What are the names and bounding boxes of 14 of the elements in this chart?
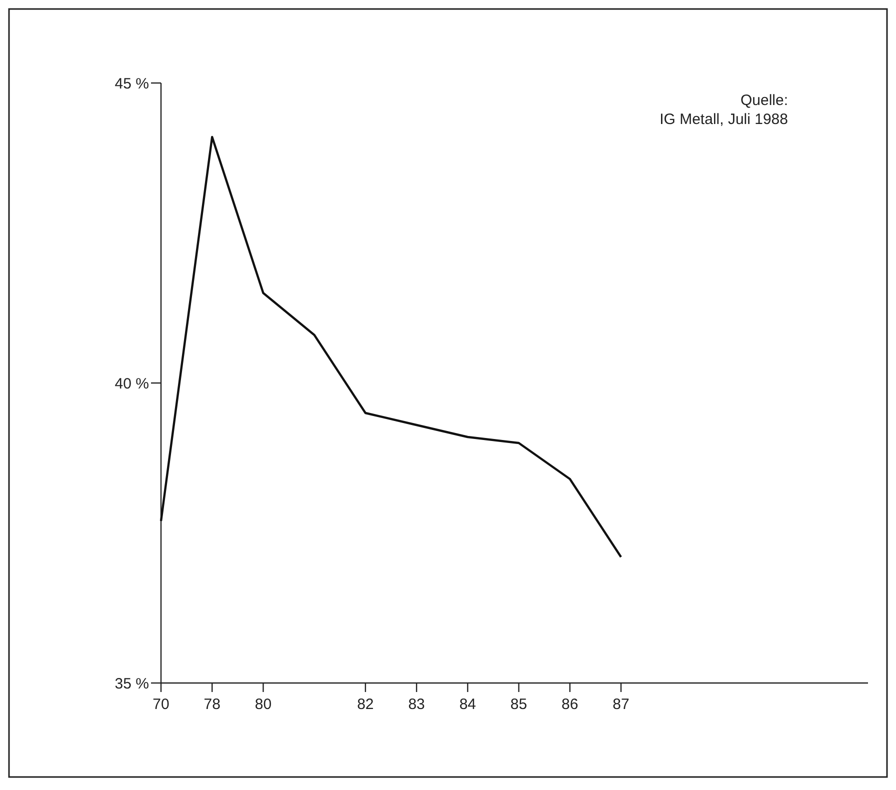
x-tick-label: 78 <box>204 696 220 713</box>
source-note: Quelle: IG Metall, Juli 1988 <box>660 92 788 128</box>
x-tick-label: 87 <box>612 696 630 713</box>
y-tick-label: 35 % <box>114 675 149 692</box>
y-tick-label: 40 % <box>114 375 149 392</box>
x-tick-label: 85 <box>510 696 528 713</box>
y-tick-label: 45 % <box>114 75 149 92</box>
x-tick-label: 84 <box>459 696 476 713</box>
x-tick-label: 83 <box>408 696 425 713</box>
line-series <box>160 136 622 558</box>
x-tick-label: 82 <box>357 696 374 713</box>
x-tick-label: 80 <box>254 696 272 713</box>
x-tick-label: 70 <box>152 696 170 713</box>
x-tick-label: 86 <box>562 696 578 713</box>
